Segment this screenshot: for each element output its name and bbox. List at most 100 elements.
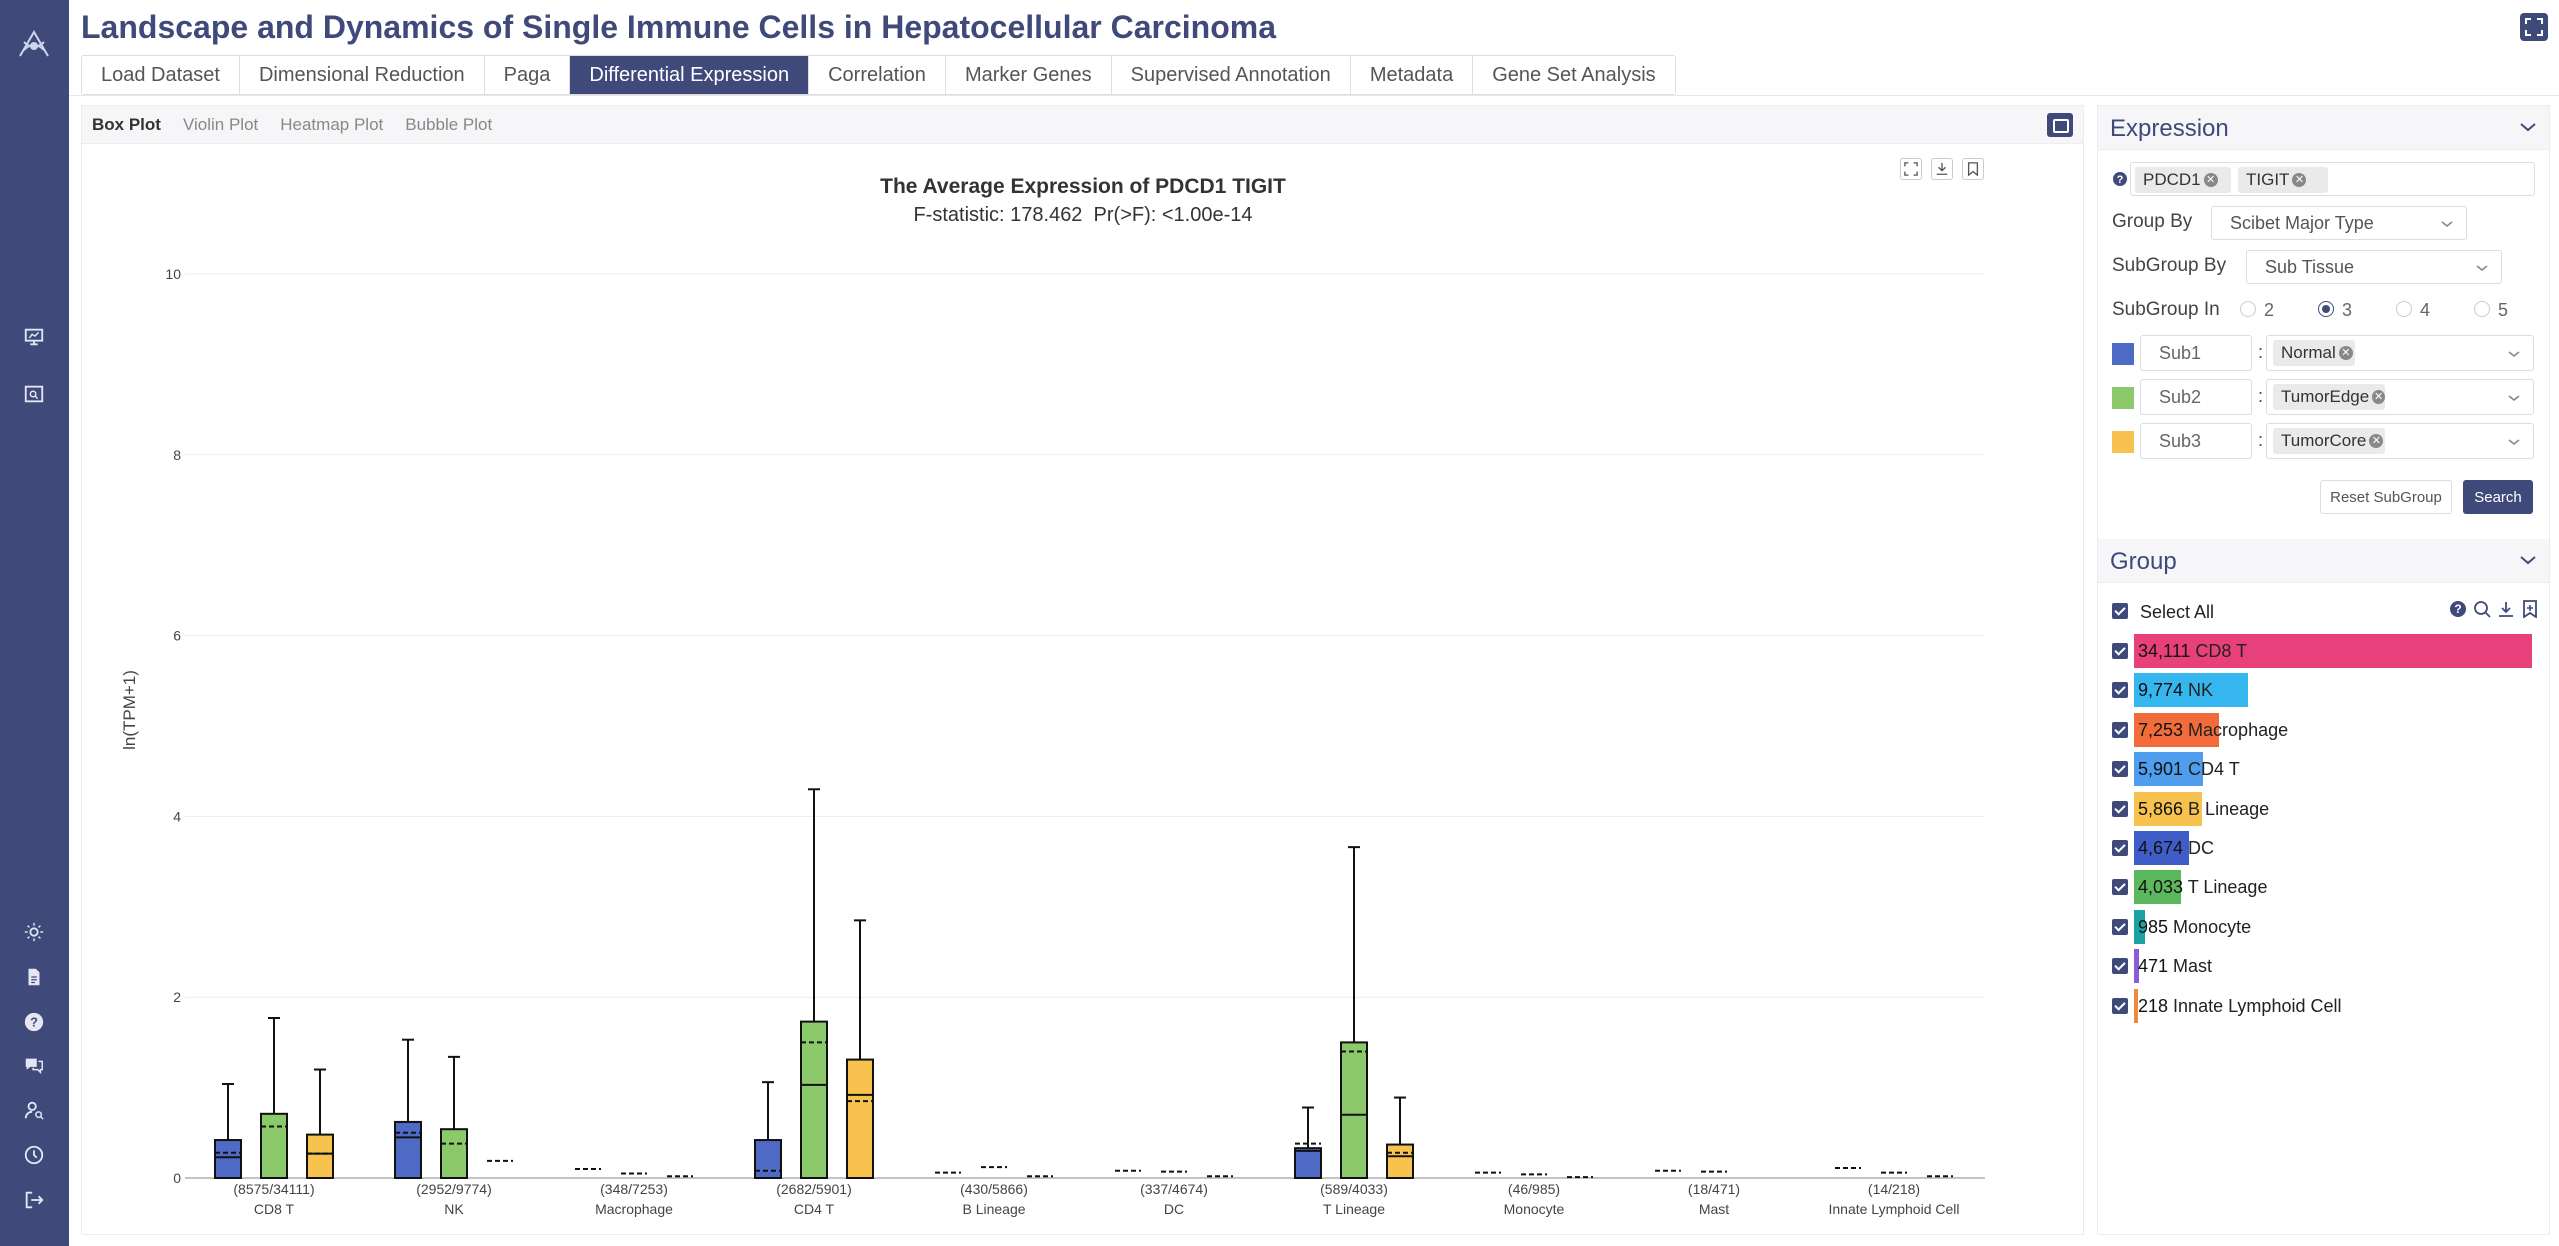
group-list-item[interactable]: 7,253 Macrophage bbox=[2098, 710, 2549, 747]
tab-correlation[interactable]: Correlation bbox=[809, 56, 946, 94]
chevron-down-icon bbox=[2508, 395, 2520, 402]
logout-icon[interactable] bbox=[22, 1188, 46, 1212]
x-tick-label: Innate Lymphoid Cell bbox=[1828, 1201, 1959, 1217]
search-icon[interactable] bbox=[2473, 600, 2491, 618]
group-checkbox[interactable] bbox=[2112, 918, 2128, 935]
subgroup-in-radio-5[interactable] bbox=[2474, 301, 2490, 317]
select-all-checkbox[interactable] bbox=[2112, 603, 2128, 619]
x-tick-count: (8575/34111) bbox=[233, 1181, 314, 1197]
fullscreen-icon[interactable] bbox=[2520, 13, 2548, 41]
tab-dimensional-reduction[interactable]: Dimensional Reduction bbox=[239, 56, 485, 94]
tab-marker-genes[interactable]: Marker Genes bbox=[945, 56, 1112, 94]
group-panel-header[interactable]: Group bbox=[2098, 539, 2549, 583]
chat-icon[interactable] bbox=[22, 1053, 46, 1077]
image-search-icon[interactable] bbox=[22, 382, 46, 406]
gene-chip[interactable]: PDCD1 ✕ bbox=[2135, 167, 2231, 193]
group-count-bar bbox=[2134, 870, 2182, 905]
tab-supervised-annotation[interactable]: Supervised Annotation bbox=[1111, 56, 1351, 94]
tab-load-dataset[interactable]: Load Dataset bbox=[82, 56, 240, 94]
group-count-bar bbox=[2134, 909, 2146, 944]
x-tick-count: (2682/5901) bbox=[776, 1181, 852, 1197]
subgroup-chip[interactable]: Normal ✕ bbox=[2273, 340, 2355, 366]
user-search-icon[interactable] bbox=[22, 1098, 46, 1122]
help-icon[interactable]: ? bbox=[2112, 171, 2128, 187]
gene-chip[interactable]: TIGIT ✕ bbox=[2238, 167, 2328, 193]
box-rect bbox=[846, 1058, 874, 1180]
download-icon[interactable] bbox=[2497, 600, 2515, 618]
brightness-icon[interactable] bbox=[22, 920, 46, 944]
subgroup-chip[interactable]: TumorCore ✕ bbox=[2273, 428, 2385, 454]
group-list-item[interactable]: 4,674 DC bbox=[2098, 828, 2549, 865]
subtab-box-plot[interactable]: Box Plot bbox=[92, 114, 161, 134]
close-icon[interactable]: ✕ bbox=[2338, 346, 2353, 360]
group-checkbox[interactable] bbox=[2112, 958, 2128, 975]
group-list-item[interactable]: 34,111 CD8 T bbox=[2098, 631, 2549, 668]
sub2-value-select[interactable]: TumorEdge ✕ bbox=[2266, 379, 2534, 415]
control-panel: Expression ? PDCD1 ✕ TIGIT ✕ Group By Scib… bbox=[2097, 105, 2550, 1235]
tab-gene-set-analysis[interactable]: Gene Set Analysis bbox=[1473, 56, 1675, 94]
group-by-select[interactable]: Scibet Major Type bbox=[2211, 206, 2467, 240]
group-name: Innate Lymphoid Cell bbox=[2168, 995, 2342, 1016]
group-checkbox[interactable] bbox=[2112, 721, 2128, 738]
group-checkbox[interactable] bbox=[2112, 682, 2128, 699]
x-tick-count: (337/4674) bbox=[1140, 1181, 1208, 1197]
download-icon[interactable] bbox=[1931, 158, 1953, 180]
close-icon[interactable]: ✕ bbox=[2292, 173, 2307, 187]
subgroup-in-radio-3[interactable] bbox=[2318, 301, 2334, 317]
sub1-color-swatch[interactable] bbox=[2112, 343, 2134, 365]
tab-paga[interactable]: Paga bbox=[484, 56, 571, 94]
search-button[interactable]: Search bbox=[2463, 480, 2533, 514]
group-checkbox[interactable] bbox=[2112, 643, 2128, 659]
document-icon[interactable] bbox=[22, 965, 46, 989]
sub2-color-swatch[interactable] bbox=[2112, 387, 2134, 409]
subgroup-in-radio-2[interactable] bbox=[2240, 301, 2256, 317]
group-checkbox[interactable] bbox=[2112, 879, 2128, 896]
plot-subtabs: Box Plot Violin Plot Heatmap Plot Bubble… bbox=[82, 106, 2083, 144]
group-list-item[interactable]: 4,033 T Lineage bbox=[2098, 867, 2549, 905]
help-icon[interactable]: ? bbox=[2449, 600, 2467, 618]
subtab-violin-plot[interactable]: Violin Plot bbox=[182, 114, 259, 134]
subgroup-chip[interactable]: TumorEdge ✕ bbox=[2273, 384, 2385, 410]
subgroup-chip-label: TumorEdge bbox=[2281, 387, 2370, 406]
subtab-heatmap-plot[interactable]: Heatmap Plot bbox=[280, 114, 384, 134]
reset-subgroup-button[interactable]: Reset SubGroup bbox=[2320, 480, 2452, 514]
group-list-item[interactable]: 471 Mast bbox=[2098, 946, 2549, 984]
group-label: 985 Monocyte bbox=[2138, 917, 2251, 938]
expression-panel-header[interactable]: Expression bbox=[2098, 106, 2549, 150]
group-checkbox[interactable] bbox=[2112, 800, 2128, 817]
help-icon[interactable]: ? bbox=[22, 1010, 46, 1034]
tab-differential-expression[interactable]: Differential Expression bbox=[570, 56, 810, 94]
fullscreen-icon[interactable] bbox=[1900, 158, 1922, 180]
subgroup-in-radio-4[interactable] bbox=[2396, 301, 2412, 317]
group-list-item[interactable]: 5,866 B Lineage bbox=[2098, 789, 2549, 826]
presentation-chart-icon[interactable] bbox=[22, 325, 46, 349]
close-icon[interactable]: ✕ bbox=[2203, 173, 2218, 187]
chevron-down-icon[interactable] bbox=[2519, 118, 2537, 136]
sub2-name-input[interactable]: Sub2 bbox=[2140, 379, 2252, 415]
logo-icon[interactable] bbox=[10, 22, 58, 70]
close-icon[interactable]: ✕ bbox=[2372, 390, 2385, 404]
group-checkbox[interactable] bbox=[2112, 997, 2128, 1014]
group-checkbox[interactable] bbox=[2112, 761, 2128, 778]
gene-input[interactable]: PDCD1 ✕ TIGIT ✕ bbox=[2130, 162, 2535, 196]
sub1-value-select[interactable]: Normal ✕ bbox=[2266, 335, 2534, 371]
close-icon[interactable]: ✕ bbox=[2369, 434, 2384, 448]
group-list-item[interactable]: 218 Innate Lymphoid Cell bbox=[2098, 986, 2549, 1023]
history-icon[interactable] bbox=[22, 1143, 46, 1167]
x-tick-label: DC bbox=[1164, 1201, 1184, 1217]
bookmark-icon[interactable] bbox=[1962, 158, 1984, 180]
bookmark-icon[interactable] bbox=[2521, 600, 2539, 618]
chevron-down-icon[interactable] bbox=[2519, 551, 2537, 569]
group-list-item[interactable]: 9,774 NK bbox=[2098, 670, 2549, 708]
sub3-color-swatch[interactable] bbox=[2112, 431, 2134, 453]
sub3-value-select[interactable]: TumorCore ✕ bbox=[2266, 423, 2534, 459]
subtab-bubble-plot[interactable]: Bubble Plot bbox=[405, 114, 493, 134]
collapse-panel-icon[interactable] bbox=[2047, 113, 2073, 137]
group-list-item[interactable]: 985 Monocyte bbox=[2098, 907, 2549, 944]
subgroup-by-select[interactable]: Sub Tissue bbox=[2246, 250, 2502, 284]
group-list-item[interactable]: 5,901 CD4 T bbox=[2098, 749, 2549, 787]
tab-metadata[interactable]: Metadata bbox=[1350, 56, 1474, 94]
sub1-name-input[interactable]: Sub1 bbox=[2140, 335, 2252, 371]
sub3-name-input[interactable]: Sub3 bbox=[2140, 423, 2252, 459]
group-checkbox[interactable] bbox=[2112, 840, 2128, 856]
